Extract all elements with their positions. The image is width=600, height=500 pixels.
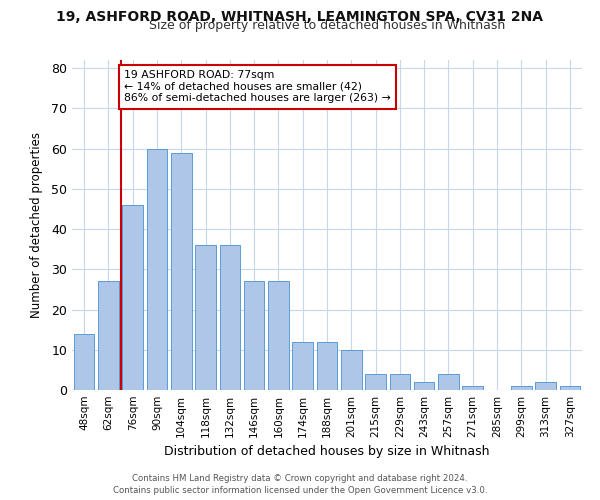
Bar: [317, 342, 337, 390]
Bar: [292, 342, 313, 390]
Title: Size of property relative to detached houses in Whitnash: Size of property relative to detached ho…: [149, 20, 505, 32]
Text: Contains HM Land Registry data © Crown copyright and database right 2024.
Contai: Contains HM Land Registry data © Crown c…: [113, 474, 487, 495]
Y-axis label: Number of detached properties: Number of detached properties: [30, 132, 43, 318]
Bar: [438, 374, 459, 390]
Bar: [414, 382, 434, 390]
Text: 19, ASHFORD ROAD, WHITNASH, LEAMINGTON SPA, CV31 2NA: 19, ASHFORD ROAD, WHITNASH, LEAMINGTON S…: [56, 10, 544, 24]
Bar: [98, 282, 119, 390]
Bar: [74, 334, 94, 390]
Bar: [463, 386, 483, 390]
Bar: [268, 282, 289, 390]
Bar: [389, 374, 410, 390]
Bar: [244, 282, 265, 390]
Bar: [511, 386, 532, 390]
X-axis label: Distribution of detached houses by size in Whitnash: Distribution of detached houses by size …: [164, 446, 490, 458]
Bar: [171, 152, 191, 390]
Bar: [220, 245, 240, 390]
Bar: [146, 148, 167, 390]
Text: 19 ASHFORD ROAD: 77sqm
← 14% of detached houses are smaller (42)
86% of semi-det: 19 ASHFORD ROAD: 77sqm ← 14% of detached…: [124, 70, 391, 103]
Bar: [535, 382, 556, 390]
Bar: [195, 245, 216, 390]
Bar: [341, 350, 362, 390]
Bar: [122, 205, 143, 390]
Bar: [560, 386, 580, 390]
Bar: [365, 374, 386, 390]
